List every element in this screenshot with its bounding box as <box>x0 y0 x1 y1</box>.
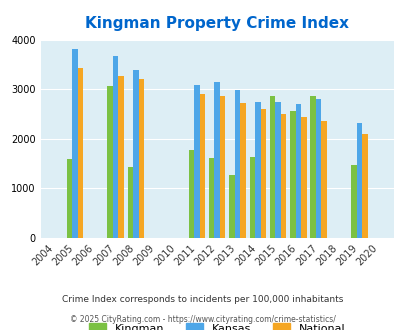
Bar <box>72 49 78 238</box>
Bar <box>350 165 356 238</box>
Bar <box>310 96 315 238</box>
Bar <box>290 112 295 238</box>
Bar <box>301 117 306 238</box>
Bar <box>209 158 214 238</box>
Text: © 2025 CityRating.com - https://www.cityrating.com/crime-statistics/: © 2025 CityRating.com - https://www.city… <box>70 315 335 324</box>
Bar <box>139 79 144 238</box>
Bar <box>199 94 205 238</box>
Bar <box>275 102 280 238</box>
Legend: Kingman, Kansas, National: Kingman, Kansas, National <box>84 318 349 330</box>
Bar <box>78 68 83 238</box>
Bar <box>214 82 220 238</box>
Bar <box>249 157 254 238</box>
Title: Kingman Property Crime Index: Kingman Property Crime Index <box>85 16 348 31</box>
Bar <box>118 76 124 238</box>
Text: Crime Index corresponds to incidents per 100,000 inhabitants: Crime Index corresponds to incidents per… <box>62 295 343 304</box>
Bar <box>107 86 113 238</box>
Bar <box>113 56 118 238</box>
Bar <box>234 90 240 238</box>
Bar <box>356 123 361 238</box>
Bar <box>260 109 265 238</box>
Bar <box>133 70 139 238</box>
Bar <box>321 121 326 238</box>
Bar <box>315 99 321 238</box>
Bar <box>254 102 260 238</box>
Bar <box>361 134 367 238</box>
Bar <box>194 85 199 238</box>
Bar <box>295 104 301 238</box>
Bar <box>220 96 225 238</box>
Bar <box>67 159 72 238</box>
Bar <box>188 150 194 238</box>
Bar <box>269 96 275 238</box>
Bar <box>128 167 133 238</box>
Bar <box>280 115 286 238</box>
Bar <box>229 175 234 238</box>
Bar <box>240 104 245 238</box>
